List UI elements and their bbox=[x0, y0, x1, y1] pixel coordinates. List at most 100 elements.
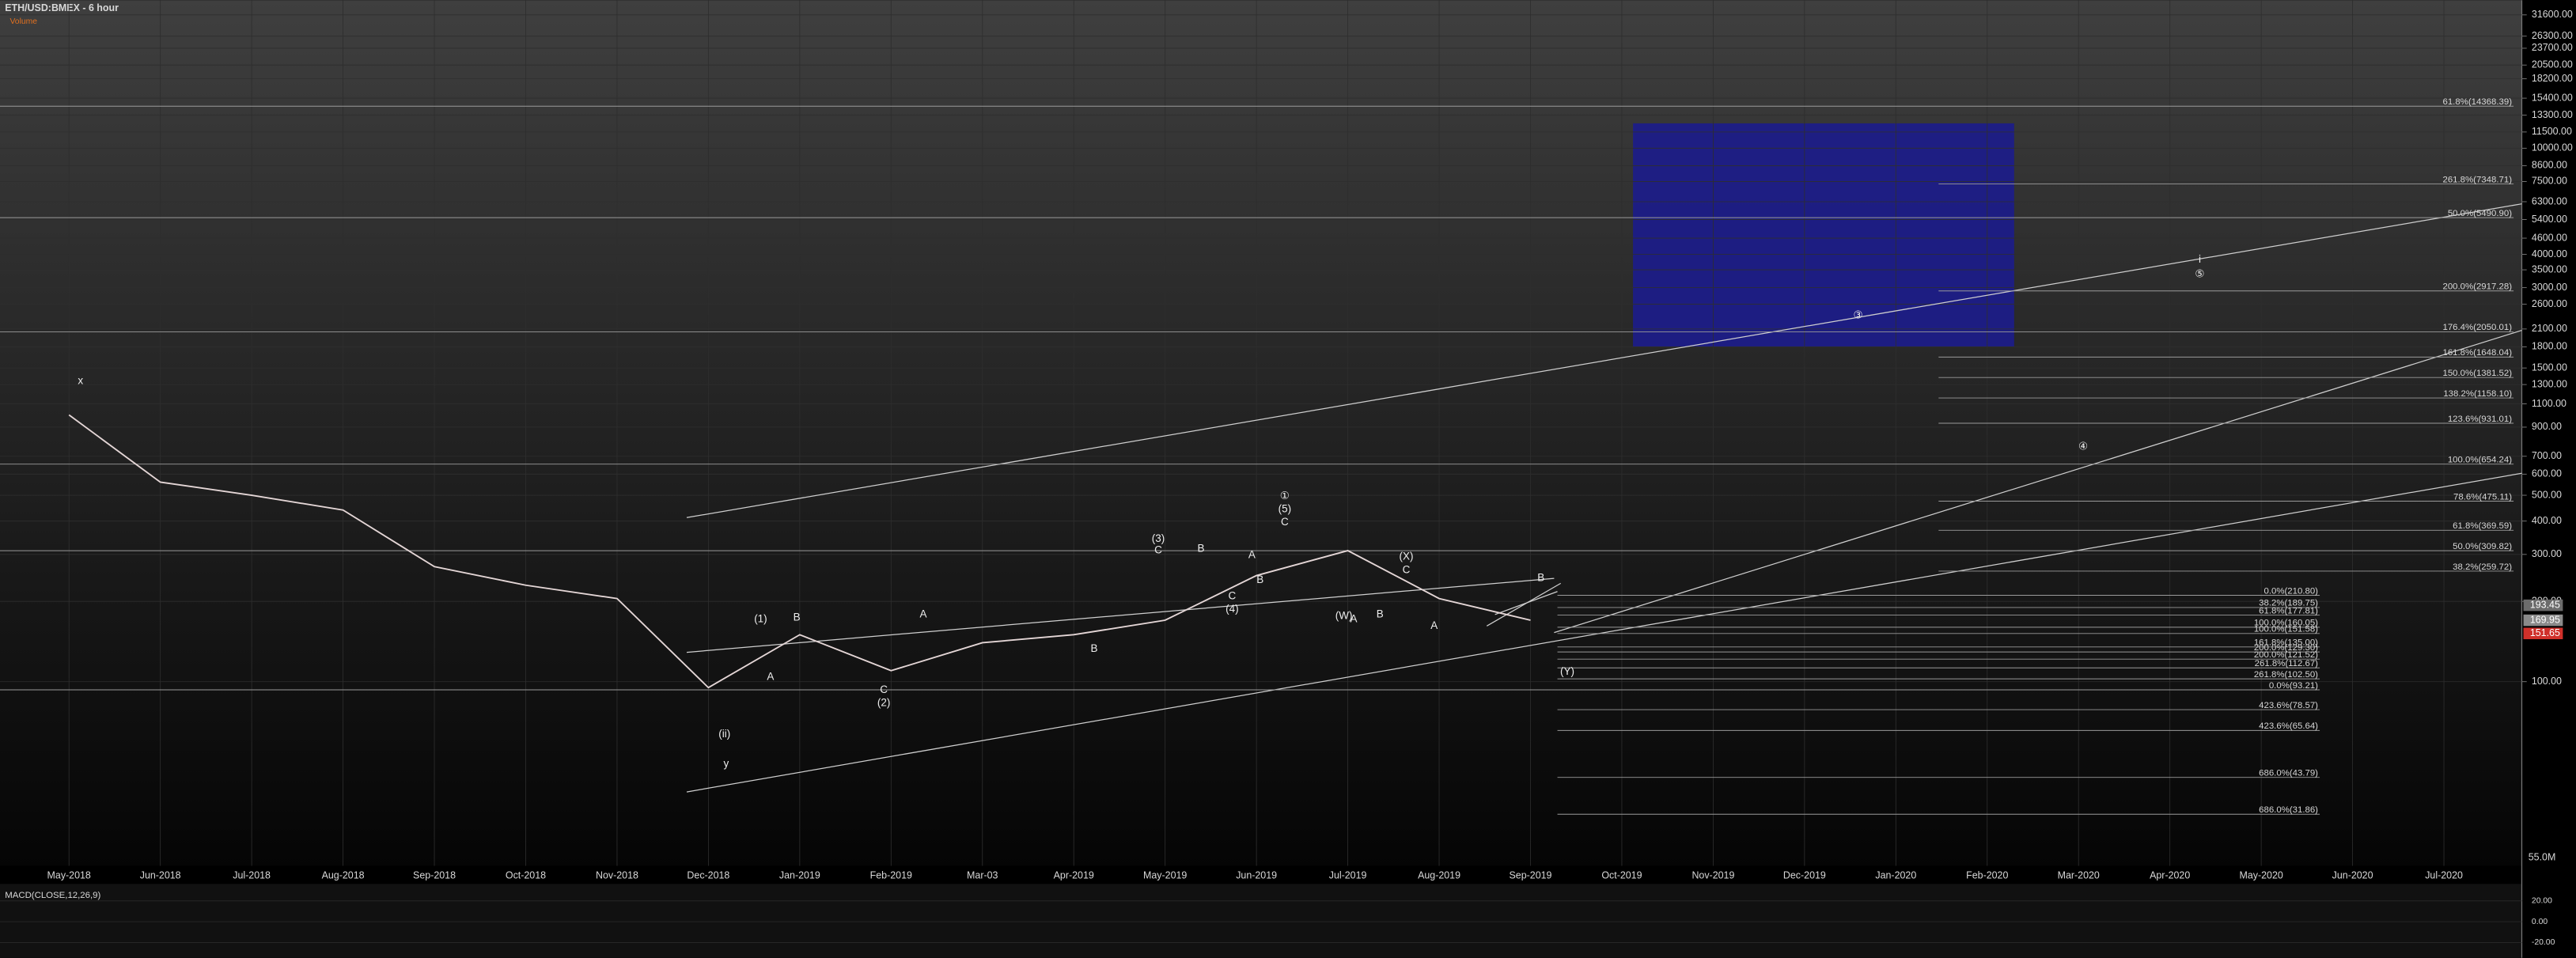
wave-label: A bbox=[920, 608, 927, 619]
price-tag-label: 193.45 bbox=[2530, 599, 2560, 610]
wave-label: B bbox=[1256, 574, 1263, 585]
macd-pane bbox=[0, 884, 2522, 958]
trend-line bbox=[1494, 591, 1558, 615]
fib-label: 423.6%(78.57) bbox=[2259, 701, 2318, 710]
x-tick-label: Feb-2020 bbox=[1966, 869, 2008, 880]
x-tick-label: May-2019 bbox=[1143, 869, 1187, 880]
macd-title: MACD(CLOSE,12,26,9) bbox=[5, 891, 100, 900]
y-tick-label: 1500.00 bbox=[2532, 362, 2567, 373]
trend-line bbox=[1486, 582, 1562, 627]
y-tick-label: 20500.00 bbox=[2532, 59, 2573, 70]
macd-tick-label: 20.00 bbox=[2532, 897, 2552, 906]
price-tag-label: 169.95 bbox=[2530, 614, 2560, 625]
y-tick-label: 8600.00 bbox=[2532, 160, 2567, 171]
fib-label: 261.8%(112.67) bbox=[2255, 659, 2319, 668]
x-tick-label: Oct-2019 bbox=[1601, 869, 1642, 880]
y-tick-label: 400.00 bbox=[2532, 515, 2562, 526]
x-tick-label: Jan-2019 bbox=[779, 869, 820, 880]
fib-label: 100.0%(151.58) bbox=[2254, 625, 2318, 634]
y-tick-label: 2600.00 bbox=[2532, 298, 2567, 309]
wave-label: ⑤ bbox=[2195, 268, 2204, 280]
y-tick-label: 13300.00 bbox=[2532, 109, 2573, 120]
y-tick-label: 500.00 bbox=[2532, 489, 2562, 500]
fib-label: 61.8%(369.59) bbox=[2453, 521, 2512, 531]
x-tick-label: Dec-2018 bbox=[687, 869, 729, 880]
x-tick-label: Nov-2018 bbox=[596, 869, 638, 880]
fib-label: 138.2%(1158.10) bbox=[2443, 389, 2512, 399]
price-line bbox=[68, 414, 1531, 689]
x-tick-label: Aug-2019 bbox=[1418, 869, 1460, 880]
x-tick-label: Oct-2018 bbox=[506, 869, 546, 880]
wave-label: (4) bbox=[1225, 603, 1238, 615]
wave-label: A bbox=[1248, 549, 1256, 561]
y-tick-label: 4600.00 bbox=[2532, 232, 2567, 243]
fib-label: 686.0%(31.86) bbox=[2259, 805, 2318, 815]
wave-label: y bbox=[723, 757, 729, 769]
fib-label: 200.0%(121.52) bbox=[2254, 650, 2318, 660]
wave-label: C bbox=[1154, 543, 1162, 555]
x-tick-label: Feb-2019 bbox=[870, 869, 912, 880]
wave-label: (Y) bbox=[1560, 665, 1574, 677]
macd-tick-label: -20.00 bbox=[2532, 938, 2555, 947]
volume-label: Volume bbox=[9, 17, 37, 26]
fib-label: 50.0%(5490.90) bbox=[2448, 209, 2512, 218]
macd-tick-label: 0.00 bbox=[2532, 918, 2548, 926]
fib-label: 261.8%(7348.71) bbox=[2442, 175, 2512, 184]
y-tick-label: 4000.00 bbox=[2532, 248, 2567, 259]
trend-line bbox=[1554, 329, 2522, 634]
wave-label: C bbox=[1281, 516, 1289, 528]
wave-label: B bbox=[1377, 608, 1384, 619]
wave-label: x bbox=[78, 375, 83, 387]
y-tick-label: 600.00 bbox=[2532, 468, 2562, 479]
fib-label: 0.0%(93.21) bbox=[2269, 681, 2318, 691]
fib-label: 161.8%(1648.04) bbox=[2442, 348, 2512, 358]
x-tick-label: May-2018 bbox=[47, 869, 91, 880]
y-tick-label: 900.00 bbox=[2532, 421, 2562, 432]
y-tick-label: 23700.00 bbox=[2532, 42, 2573, 53]
wave-label: B bbox=[794, 612, 801, 623]
fib-label: 0.0%(210.80) bbox=[2264, 586, 2319, 596]
x-tick-label: Apr-2019 bbox=[1054, 869, 1094, 880]
wave-label: i bbox=[2199, 253, 2201, 265]
fib-label: 38.2%(189.75) bbox=[2259, 599, 2318, 608]
wave-label: C bbox=[1403, 563, 1411, 575]
wave-label: ④ bbox=[2078, 441, 2088, 452]
wave-label: A bbox=[767, 670, 774, 682]
fib-label: 423.6%(65.64) bbox=[2259, 721, 2318, 731]
y-tick-label: 31600.00 bbox=[2532, 9, 2573, 20]
x-tick-label: Jun-2019 bbox=[1236, 869, 1277, 880]
fib-label: 38.2%(259.72) bbox=[2453, 562, 2512, 572]
target-box bbox=[1633, 123, 2014, 347]
fib-label: 100.0%(160.05) bbox=[2254, 619, 2318, 628]
x-tick-label: Aug-2018 bbox=[322, 869, 365, 880]
fib-label: 200.0%(129.30) bbox=[2254, 643, 2318, 653]
y-tick-label: 10000.00 bbox=[2532, 142, 2573, 153]
wave-label: B bbox=[1090, 642, 1097, 654]
y-tick-label: 1300.00 bbox=[2532, 378, 2567, 389]
wave-label: A bbox=[1430, 619, 1438, 631]
wave-label: (X) bbox=[1400, 551, 1414, 562]
y-tick-label: 300.00 bbox=[2532, 548, 2562, 559]
y-tick-label: 1800.00 bbox=[2532, 341, 2567, 352]
x-tick-label: Jul-2018 bbox=[233, 869, 271, 880]
wave-label: B bbox=[1537, 572, 1544, 584]
wave-label: (5) bbox=[1279, 502, 1291, 514]
y-tick-label: 3000.00 bbox=[2532, 282, 2567, 293]
price-tag bbox=[2523, 627, 2563, 640]
x-tick-label: Sep-2018 bbox=[413, 869, 456, 880]
y-tick-label: 26300.00 bbox=[2532, 30, 2573, 41]
volume-tick-label: 55.0M bbox=[2529, 851, 2556, 862]
price-tag bbox=[2523, 599, 2563, 612]
y-tick-label: 700.00 bbox=[2532, 450, 2562, 461]
x-tick-label: Jun-2020 bbox=[2332, 869, 2373, 880]
wave-label: (2) bbox=[877, 697, 890, 709]
y-tick-label: 3500.00 bbox=[2532, 263, 2567, 275]
x-tick-label: Dec-2019 bbox=[1783, 869, 1826, 880]
wave-label: ① bbox=[1280, 490, 1290, 502]
trend-line bbox=[686, 472, 2522, 793]
wave-label: (3) bbox=[1152, 532, 1165, 544]
wave-label: C bbox=[1229, 590, 1237, 602]
y-tick-label: 11500.00 bbox=[2532, 126, 2572, 137]
fib-label: 686.0%(43.79) bbox=[2259, 768, 2318, 778]
